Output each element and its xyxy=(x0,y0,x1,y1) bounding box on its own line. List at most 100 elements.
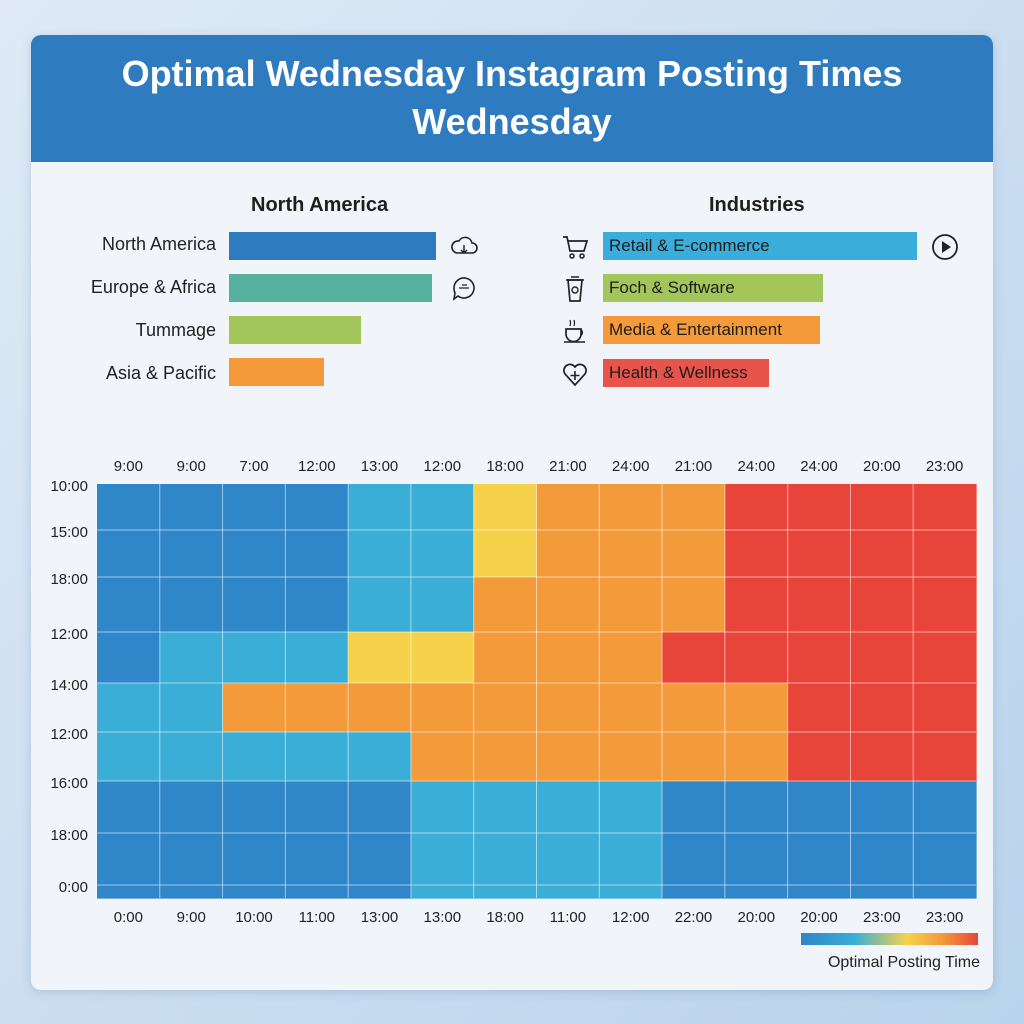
heatmap-cell xyxy=(662,781,726,834)
heatmap-cell xyxy=(222,833,286,886)
heatmap-cell xyxy=(599,484,663,531)
x-tick-label-bottom: 11:00 xyxy=(299,909,335,926)
x-tick-label-top: 24:00 xyxy=(612,458,650,475)
y-tick-label: 18:00 xyxy=(50,827,88,844)
industry-bar: Foch & Software xyxy=(603,274,823,302)
regions-title: North America xyxy=(251,194,389,216)
heatmap-cell xyxy=(599,632,663,684)
heart-plus-icon xyxy=(563,363,587,387)
heatmap-cell xyxy=(787,833,851,886)
x-tick-label-top: 23:00 xyxy=(926,458,964,475)
x-tick-label-top: 13:00 xyxy=(361,458,399,475)
heatmap-cell xyxy=(787,632,851,684)
y-tick-label: 15:00 xyxy=(50,524,88,541)
heatmap-cell xyxy=(285,530,349,578)
heatmap-cell xyxy=(787,683,851,733)
region-label: Europe & Africa xyxy=(90,277,216,297)
heatmap-cell xyxy=(348,732,412,782)
heatmap-cell xyxy=(97,781,161,834)
heatmap-cell xyxy=(473,683,538,733)
heatmap-cell xyxy=(913,577,977,633)
y-tick-label: 10:00 xyxy=(50,478,88,495)
heatmap-cell xyxy=(724,530,789,578)
heatmap-cell xyxy=(662,732,726,782)
heatmap-cell xyxy=(348,781,412,834)
industry-bar: Health & Wellness xyxy=(603,359,769,387)
x-tick-label-top: 7:00 xyxy=(239,458,268,475)
heatmap-cell xyxy=(662,484,726,531)
heatmap-cell xyxy=(536,885,600,899)
title-banner: Optimal Wednesday Instagram Posting Time… xyxy=(31,35,993,162)
region-label: Tummage xyxy=(135,320,216,340)
heatmap-cell xyxy=(348,484,412,531)
heatmap-cell xyxy=(285,577,349,633)
heatmap-cell xyxy=(724,833,789,886)
heatmap-cell xyxy=(724,632,789,684)
heatmap-cell xyxy=(473,530,538,578)
heatmap-cell xyxy=(913,781,977,834)
heatmap-cell xyxy=(913,632,977,684)
heatmap-cell xyxy=(473,833,538,886)
heatmap-cell xyxy=(473,577,538,633)
x-tick-label-top: 24:00 xyxy=(800,458,838,475)
heatmap-cell xyxy=(348,683,412,733)
industry-label: Foch & Software xyxy=(609,278,735,297)
heatmap-cell xyxy=(850,577,914,633)
chat-icon xyxy=(452,277,475,301)
heatmap-cell xyxy=(159,833,224,886)
x-tick-label-top: 9:00 xyxy=(177,458,206,475)
heatmap-cell xyxy=(850,530,914,578)
heatmap-cell xyxy=(285,732,349,782)
heatmap-cell xyxy=(97,632,161,684)
heatmap-cell xyxy=(536,732,600,782)
heatmap-cell xyxy=(285,484,349,531)
heatmap-cell xyxy=(348,632,412,684)
industry-label: Media & Entertainment xyxy=(609,320,782,339)
heatmap-cell xyxy=(410,683,475,733)
x-tick-label-bottom: 10:00 xyxy=(235,909,273,926)
heatmap-cell xyxy=(410,577,475,633)
heatmap-cell xyxy=(599,530,663,578)
heatmap-cell xyxy=(913,833,977,886)
heatmap-cell xyxy=(662,632,726,684)
heatmap-cell xyxy=(850,484,914,531)
heatmap-cell xyxy=(410,732,475,782)
region-bar xyxy=(229,316,361,344)
heatmap-cell xyxy=(285,885,349,899)
heatmap-cell xyxy=(222,732,286,782)
x-tick-label-bottom: 22:00 xyxy=(675,909,713,926)
heatmap-cell xyxy=(913,484,977,531)
heatmap-cell xyxy=(599,885,663,899)
heatmap-cell xyxy=(348,530,412,578)
region-label: Asia & Pacific xyxy=(105,363,216,383)
heatmap-cell xyxy=(473,484,538,531)
heatmap-cell xyxy=(599,683,663,733)
heatmap-cell xyxy=(724,781,789,834)
heatmap-cell xyxy=(787,885,851,899)
cloud-icon xyxy=(451,236,478,254)
heatmap-cell xyxy=(724,484,789,531)
heatmap-cell xyxy=(97,530,161,578)
heatmap-cell xyxy=(536,632,600,684)
heatmap-cell xyxy=(97,577,161,633)
heatmap-cell xyxy=(536,781,600,834)
y-tick-label: 0:00 xyxy=(59,879,88,896)
heatmap-cell xyxy=(850,885,914,899)
heatmap-cell xyxy=(536,530,600,578)
heatmap-cell xyxy=(850,683,914,733)
heatmap-cell xyxy=(410,632,475,684)
heatmap-cell xyxy=(222,530,286,578)
heatmap-cell xyxy=(662,577,726,633)
region-label: North America xyxy=(101,234,216,254)
y-tick-label: 12:00 xyxy=(50,726,88,743)
heatmap-cell xyxy=(159,683,224,733)
x-tick-label-top: 18:00 xyxy=(486,458,524,475)
coffee-cup-icon xyxy=(566,276,584,302)
heatmap-cell xyxy=(473,732,538,782)
heatmap-cell xyxy=(662,530,726,578)
heatmap-cell xyxy=(410,885,475,899)
heatmap-cell xyxy=(410,484,475,531)
heatmap-cell xyxy=(850,732,914,782)
x-tick-label-bottom: 20:00 xyxy=(800,909,838,926)
